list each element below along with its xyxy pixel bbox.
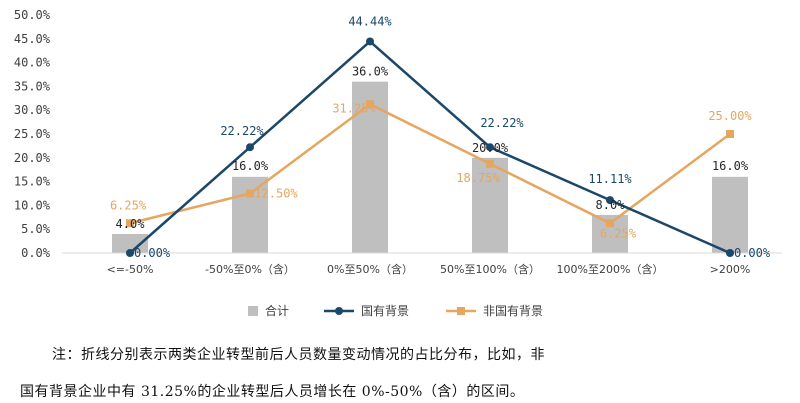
marker-state bbox=[126, 249, 134, 257]
y-axis: 0.0% 5.0% 10.0% 15.0% 20.0% 25.0% 30.0% 35.0% 40… bbox=[14, 8, 51, 260]
data-label-state: 0.00% bbox=[734, 246, 771, 260]
marker-non-state bbox=[246, 189, 254, 198]
x-tick-label: 50%至100%（含） bbox=[440, 262, 540, 276]
y-tick-label: 10.0% bbox=[14, 198, 51, 212]
bar-series-total bbox=[112, 81, 748, 253]
legend-label-non-state: 非国有背景 bbox=[483, 304, 543, 318]
legend-swatch-total bbox=[248, 306, 258, 316]
y-tick-label: 50.0% bbox=[14, 8, 51, 22]
marker-non-state bbox=[126, 219, 134, 228]
data-label-state: 44.44% bbox=[348, 14, 392, 28]
y-tick-label: 30.0% bbox=[14, 103, 51, 117]
legend-label-total: 合计 bbox=[265, 303, 289, 318]
data-label-non-state: 25.00% bbox=[708, 109, 752, 123]
y-tick-label: 45.0% bbox=[14, 32, 51, 46]
data-label-non-state: 6.25% bbox=[600, 226, 637, 240]
data-label-state: 11.11% bbox=[588, 172, 632, 186]
data-label-non-state: 18.75% bbox=[456, 171, 500, 185]
x-tick-label: <=-50% bbox=[107, 263, 154, 276]
data-label-state: 22.22% bbox=[220, 124, 264, 138]
data-label-non-state: 31.25% bbox=[332, 101, 376, 115]
bar-total bbox=[112, 233, 148, 253]
data-label-total: 36.0% bbox=[352, 65, 389, 79]
line-series bbox=[126, 37, 734, 257]
y-tick-label: 25.0% bbox=[14, 127, 51, 141]
data-label-state: 22.22% bbox=[480, 116, 524, 130]
marker-state bbox=[246, 143, 254, 152]
marker-non-state bbox=[606, 219, 614, 228]
footnote-line-2: 国有背景企业中有 31.25%的企业转型后人员增长在 0%-50%（含）的区间。 bbox=[20, 384, 525, 400]
data-label-total: 4.0% bbox=[116, 217, 146, 231]
data-label-total: 16.0% bbox=[712, 159, 749, 173]
x-tick-label: 100%至200%（含） bbox=[557, 262, 664, 276]
line-state bbox=[129, 39, 731, 255]
y-tick-label: 0.0% bbox=[21, 246, 51, 260]
y-tick-label: 15.0% bbox=[14, 175, 51, 189]
legend-marker-non-state bbox=[457, 307, 465, 315]
data-labels: 4.0% 16.0% 36.0% 20.0% 8.0% 16.0% 0.00% 22.22% 4… bbox=[110, 14, 771, 260]
legend-marker-state bbox=[335, 307, 343, 315]
data-label-total: 8.0% bbox=[596, 198, 626, 212]
data-label-state: 0.00% bbox=[134, 246, 171, 260]
x-tick-label: -50%至0%（含） bbox=[205, 262, 295, 276]
marker-non-state bbox=[486, 159, 494, 168]
marker-state bbox=[726, 249, 734, 257]
data-label-total: 16.0% bbox=[232, 159, 269, 173]
x-axis: <=-50% -50%至0%（含） 0%至50%（含） 50%至100%（含） 100%… bbox=[62, 252, 782, 276]
chart: 0.0% 5.0% 10.0% 15.0% 20.0% 25.0% 30.0% 35.0% 40… bbox=[14, 8, 782, 318]
legend: 合计 国有背景 非国有背景 bbox=[248, 303, 543, 318]
y-tick-label: 20.0% bbox=[14, 151, 51, 165]
x-tick-label: >200% bbox=[710, 263, 751, 276]
bar-total bbox=[472, 157, 508, 253]
data-label-non-state: 12.50% bbox=[254, 187, 298, 201]
data-label-non-state: 6.25% bbox=[110, 198, 147, 212]
legend-label-state: 国有背景 bbox=[361, 304, 409, 318]
y-tick-label: 40.0% bbox=[14, 56, 51, 70]
y-tick-label: 35.0% bbox=[14, 79, 51, 93]
marker-state bbox=[606, 196, 614, 205]
y-tick-label: 5.0% bbox=[21, 222, 51, 236]
data-label-total: 20.0% bbox=[472, 141, 509, 155]
footnote-line-1: 注：折线分别表示两类企业转型前后人员数量变动情况的占比分布，比如，非 bbox=[52, 347, 545, 363]
marker-state bbox=[486, 143, 494, 152]
x-tick-label: 0%至50%（含） bbox=[327, 262, 413, 276]
bar-total bbox=[712, 176, 748, 253]
marker-non-state bbox=[726, 130, 734, 138]
marker-non-state bbox=[366, 100, 374, 109]
line-non-state bbox=[129, 102, 731, 225]
marker-state bbox=[366, 37, 374, 46]
